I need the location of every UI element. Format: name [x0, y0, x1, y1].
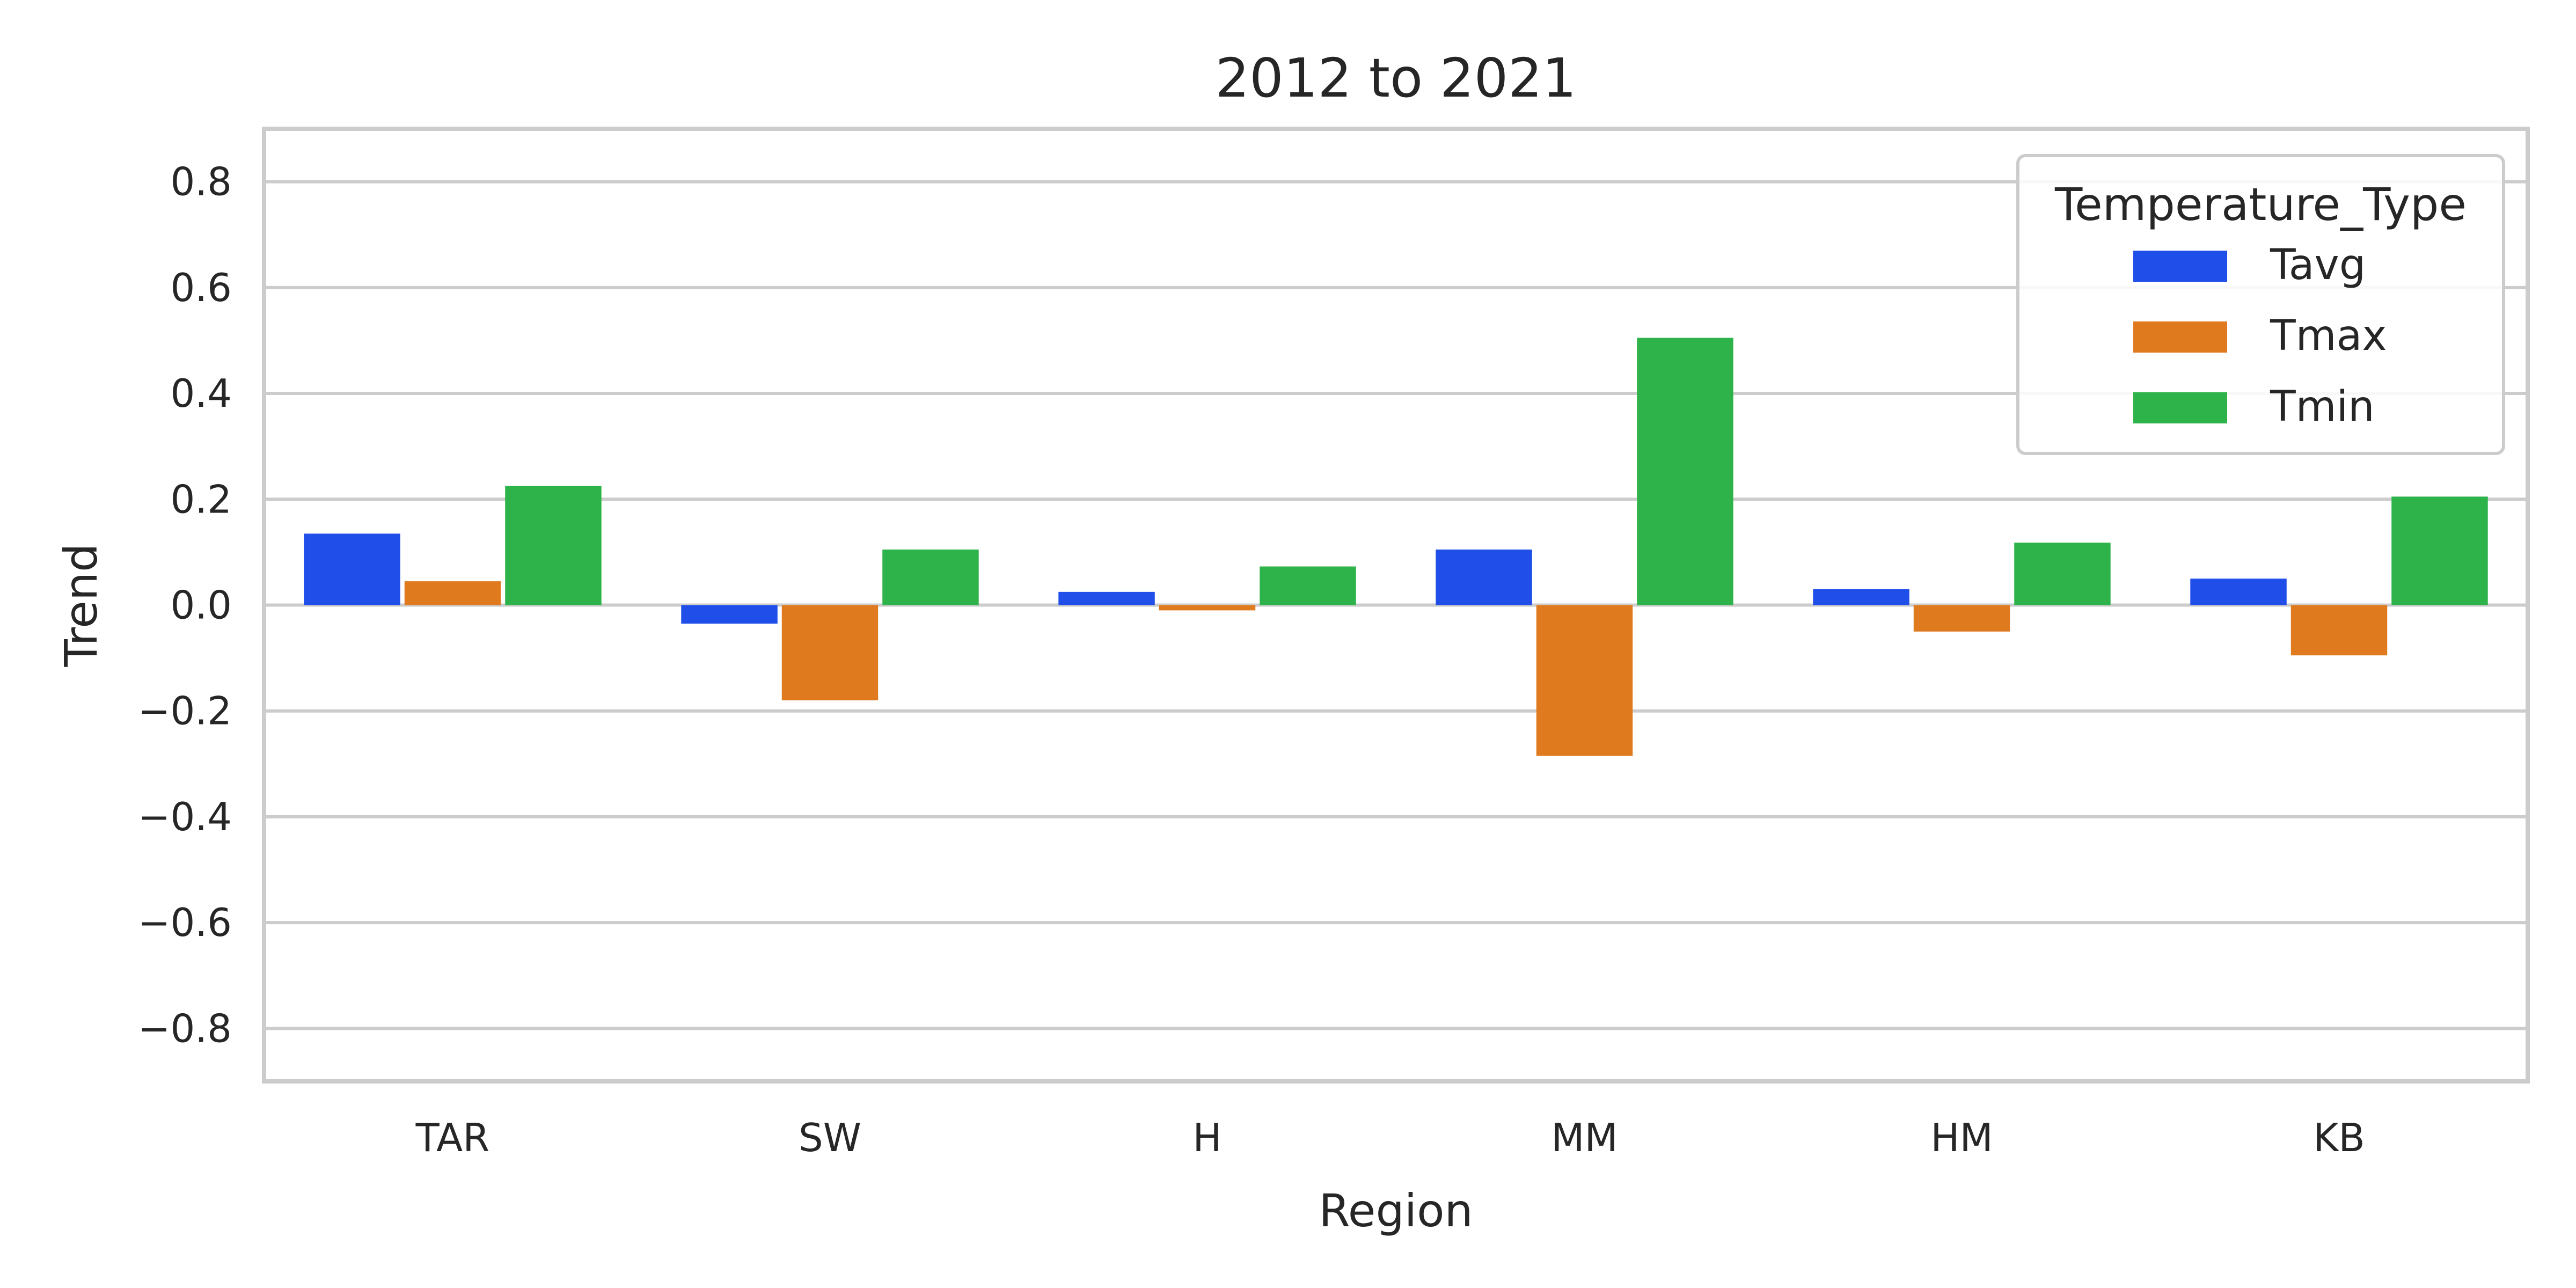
bar-tmin-mm — [1637, 338, 1733, 605]
bar-tmin-kb — [2391, 496, 2488, 605]
bar-tavg-mm — [1436, 549, 1532, 605]
x-tick-label: MM — [1551, 1115, 1618, 1160]
legend-swatch-tmax — [2133, 321, 2227, 353]
x-tick-label: SW — [799, 1115, 861, 1160]
x-axis-label: Region — [1319, 1184, 1473, 1237]
bar-tmax-mm — [1536, 605, 1633, 756]
legend-label-tmax: Tmax — [2270, 312, 2387, 360]
bar-tmax-h — [1159, 605, 1256, 611]
bar-tavg-tar — [304, 533, 400, 605]
legend-swatch-tavg — [2133, 251, 2227, 282]
bar-tmin-sw — [882, 549, 979, 605]
bar-tmin-h — [1260, 566, 1356, 605]
legend-label-tmin: Tmin — [2270, 383, 2375, 431]
bar-tmax-tar — [404, 581, 501, 605]
y-tick-label: −0.8 — [138, 1006, 232, 1051]
bars — [304, 338, 2488, 756]
x-tick-label: HM — [1930, 1115, 1993, 1160]
legend-swatch-tmin — [2133, 392, 2227, 423]
y-tick-labels: −0.8 −0.6 −0.4 −0.2 0.0 0.2 0.4 0.6 0.8 — [138, 159, 232, 1051]
legend-title: Temperature_Type — [2054, 178, 2467, 231]
bar-tmin-hm — [2014, 543, 2111, 605]
legend: Temperature_Type Tavg Tmax Tmin — [2016, 154, 2505, 455]
y-tick-label: −0.4 — [138, 794, 232, 839]
y-tick-label: 0.8 — [170, 159, 232, 204]
x-tick-label: TAR — [415, 1115, 490, 1160]
y-axis-label: Trend — [55, 544, 107, 668]
grid-lines — [264, 180, 2528, 1030]
x-tick-label: H — [1192, 1115, 1221, 1160]
bar-tmax-kb — [2290, 605, 2388, 656]
legend-items: Tavg Tmax Tmin — [2133, 241, 2387, 431]
bar-tavg-kb — [2190, 579, 2287, 605]
y-tick-label: 0.6 — [170, 265, 232, 310]
y-tick-label: −0.2 — [138, 689, 232, 734]
legend-box — [2016, 154, 2505, 455]
bar-tavg-hm — [1813, 589, 1909, 605]
bar-tavg-sw — [681, 605, 778, 624]
plot-frame — [262, 127, 2530, 1084]
legend-label-tavg: Tavg — [2270, 241, 2366, 289]
x-tick-labels: TAR SW H MM HM KB — [415, 1115, 2365, 1160]
y-tick-label: 0.2 — [170, 477, 232, 522]
bar-tavg-h — [1058, 591, 1155, 605]
x-tick-label: KB — [2313, 1115, 2365, 1160]
y-tick-label: 0.0 — [170, 583, 232, 628]
chart-title: 2012 to 2021 — [1216, 47, 1577, 109]
bar-tmin-tar — [505, 486, 602, 605]
bar-tmax-hm — [1913, 605, 2010, 632]
y-tick-label: 0.4 — [170, 371, 232, 416]
y-tick-label: −0.6 — [138, 900, 232, 945]
bar-tmax-sw — [781, 605, 879, 700]
